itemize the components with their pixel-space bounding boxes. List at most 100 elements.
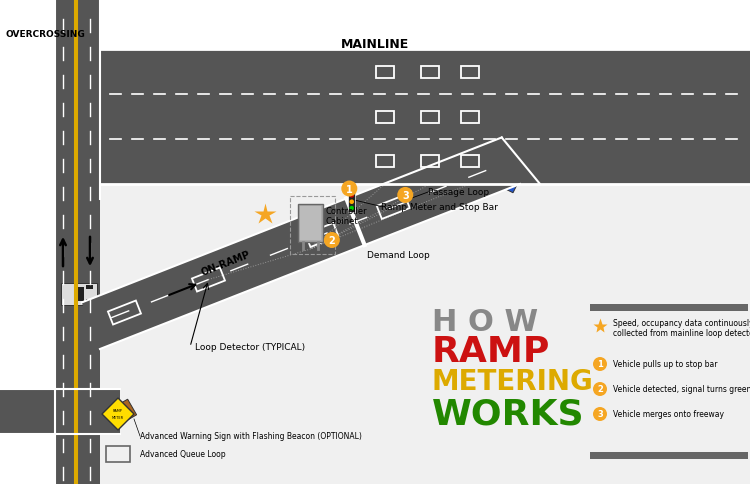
- Text: METERING: METERING: [432, 367, 594, 395]
- Bar: [612, 166, 617, 170]
- Text: Speed, occupancy data continuously
collected from mainline loop detectors: Speed, occupancy data continuously colle…: [613, 318, 750, 338]
- Bar: [592, 121, 598, 125]
- Text: 1: 1: [346, 184, 352, 194]
- Bar: [382, 166, 388, 170]
- Bar: [245, 166, 251, 170]
- Bar: [265, 166, 271, 170]
- Polygon shape: [502, 138, 750, 184]
- Circle shape: [398, 187, 413, 203]
- Circle shape: [341, 181, 357, 197]
- Bar: [688, 121, 693, 125]
- Bar: [425, 107, 437, 127]
- Circle shape: [593, 407, 607, 421]
- Bar: [688, 166, 693, 170]
- Bar: [691, 114, 709, 120]
- Bar: [684, 107, 716, 127]
- Circle shape: [593, 382, 607, 396]
- Circle shape: [350, 200, 354, 205]
- Bar: [341, 218, 362, 229]
- Circle shape: [350, 206, 354, 211]
- Bar: [677, 77, 683, 81]
- Bar: [202, 275, 209, 281]
- Bar: [590, 304, 748, 311]
- Bar: [653, 63, 687, 83]
- Bar: [242, 107, 274, 127]
- Bar: [152, 107, 184, 127]
- Bar: [127, 412, 133, 417]
- Bar: [148, 282, 184, 311]
- Bar: [589, 107, 621, 127]
- Bar: [596, 114, 614, 120]
- Bar: [155, 121, 161, 125]
- Text: ON-RAMP: ON-RAMP: [200, 249, 251, 278]
- Bar: [474, 107, 506, 127]
- Bar: [290, 197, 335, 255]
- Bar: [427, 116, 436, 123]
- Bar: [496, 121, 502, 125]
- Bar: [152, 295, 159, 301]
- Bar: [503, 182, 512, 189]
- Bar: [362, 77, 368, 81]
- Bar: [106, 446, 130, 462]
- Bar: [338, 63, 372, 83]
- Bar: [220, 283, 227, 288]
- Text: OVERCROSSING: OVERCROSSING: [5, 30, 85, 39]
- Bar: [295, 239, 302, 245]
- Bar: [333, 210, 370, 238]
- Text: Vehicle merges onto freeway: Vehicle merges onto freeway: [613, 409, 724, 419]
- Bar: [207, 271, 226, 282]
- Bar: [86, 299, 94, 303]
- Bar: [249, 257, 256, 263]
- Bar: [231, 63, 244, 82]
- Bar: [300, 207, 321, 241]
- Bar: [590, 452, 748, 459]
- Bar: [232, 72, 243, 79]
- Bar: [348, 192, 355, 212]
- Text: H O W: H O W: [432, 307, 538, 336]
- Bar: [267, 264, 273, 270]
- Bar: [299, 234, 320, 246]
- Text: RAMP: RAMP: [113, 408, 123, 412]
- Bar: [199, 262, 235, 291]
- Bar: [55, 0, 100, 484]
- Text: WORKS: WORKS: [432, 397, 585, 431]
- Text: Controller
Cabinet: Controller Cabinet: [326, 207, 368, 226]
- Bar: [245, 244, 281, 273]
- Bar: [186, 61, 244, 85]
- Bar: [175, 166, 181, 170]
- Text: 1: 1: [597, 360, 603, 369]
- Bar: [291, 226, 328, 255]
- Bar: [175, 121, 181, 125]
- Text: Advanced Queue Loop: Advanced Queue Loop: [140, 450, 226, 458]
- Circle shape: [350, 194, 354, 198]
- Text: Vehicle pulls up to stop bar: Vehicle pulls up to stop bar: [613, 360, 718, 369]
- Bar: [342, 77, 348, 81]
- Bar: [481, 114, 500, 120]
- Text: Vehicle detected, signal turns green: Vehicle detected, signal turns green: [613, 385, 750, 393]
- Bar: [248, 114, 268, 120]
- Bar: [74, 288, 84, 301]
- Bar: [355, 230, 362, 235]
- Text: Advanced Warning Sign with Flashing Beacon (OPTIONAL): Advanced Warning Sign with Flashing Beac…: [140, 432, 362, 440]
- Circle shape: [593, 357, 607, 371]
- Bar: [382, 106, 437, 129]
- Bar: [379, 152, 411, 172]
- Text: METER: METER: [112, 415, 124, 419]
- Bar: [476, 77, 482, 81]
- Bar: [158, 114, 178, 120]
- Bar: [248, 159, 268, 164]
- Polygon shape: [102, 398, 134, 430]
- Bar: [706, 121, 712, 125]
- Text: MAINLINE: MAINLINE: [340, 38, 410, 51]
- Bar: [472, 63, 508, 83]
- Bar: [337, 223, 344, 228]
- Bar: [482, 172, 490, 179]
- Bar: [100, 50, 750, 184]
- Text: RAMP: RAMP: [432, 334, 550, 368]
- Bar: [158, 159, 178, 164]
- Bar: [112, 408, 128, 421]
- Text: 3: 3: [597, 409, 603, 419]
- Polygon shape: [82, 138, 520, 349]
- Text: Loop Detector (TYPICAL): Loop Detector (TYPICAL): [195, 343, 305, 352]
- Bar: [488, 166, 512, 182]
